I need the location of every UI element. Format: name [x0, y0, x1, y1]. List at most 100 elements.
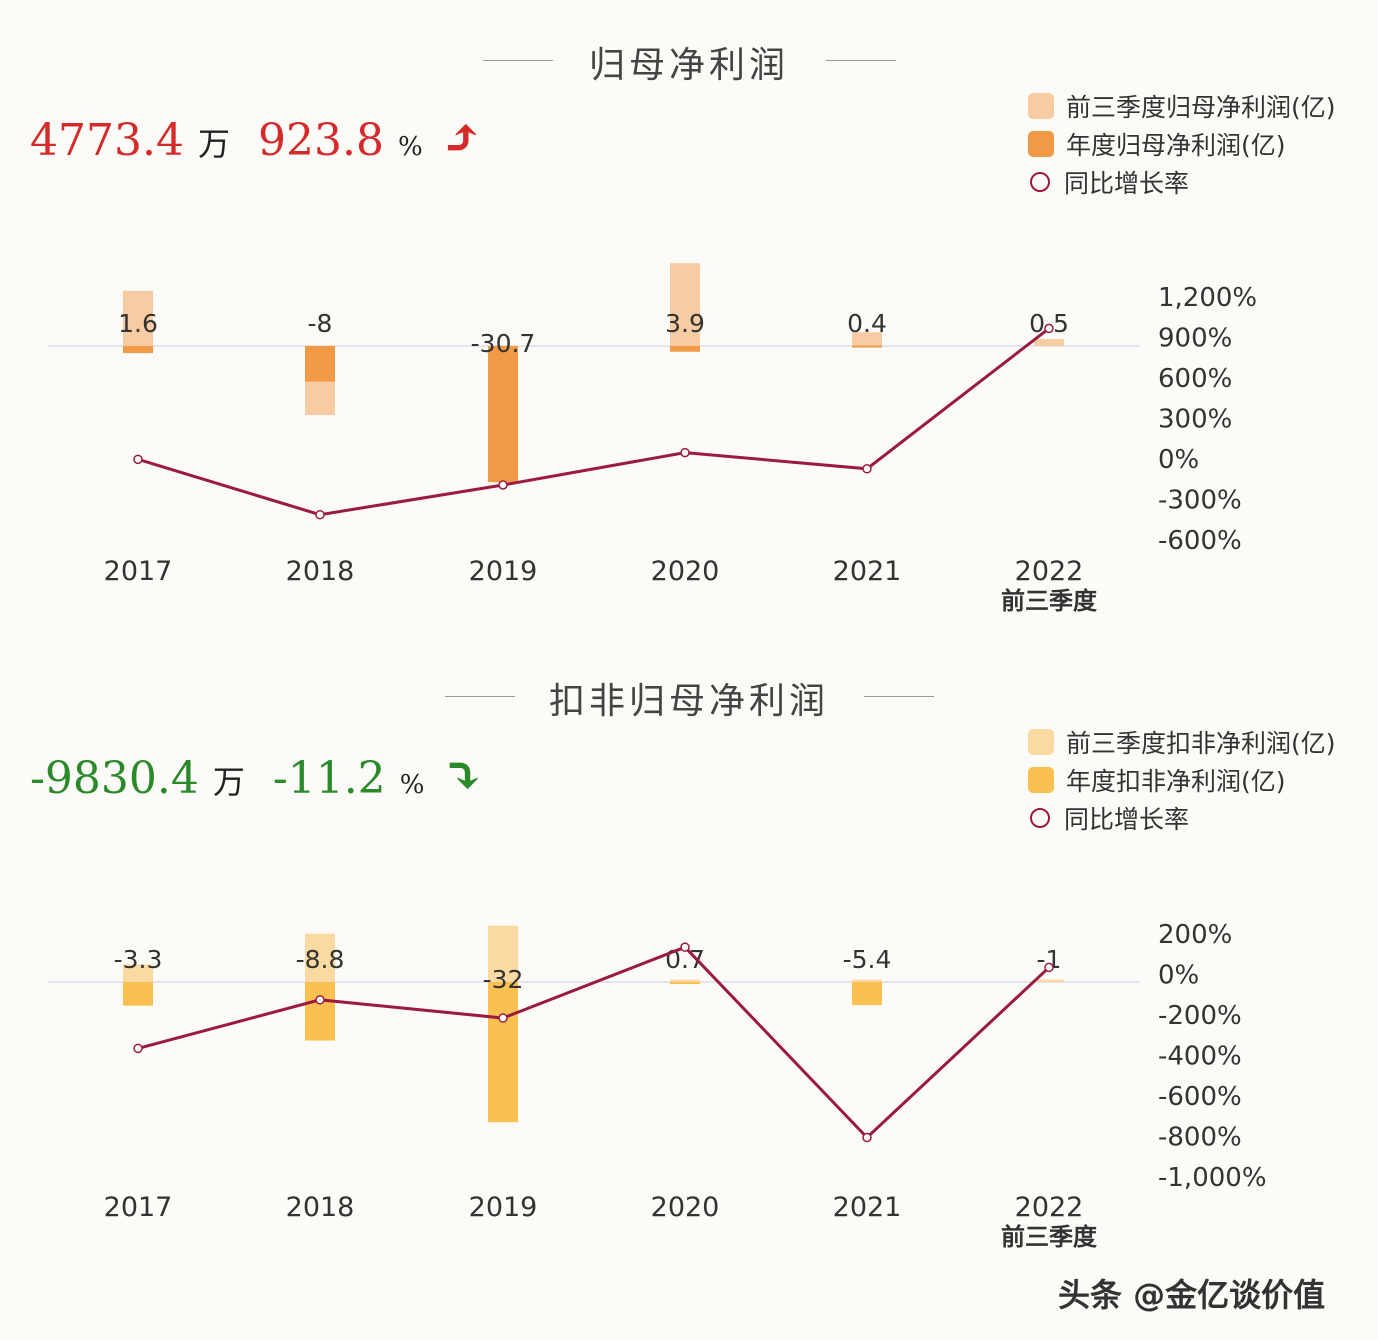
- x-tick-label: 2018: [286, 1192, 355, 1223]
- legend-label: 年度扣非净利润(亿): [1066, 767, 1286, 796]
- arrow-down-icon: ⤵: [442, 746, 485, 805]
- x-tick-label: 2017: [104, 556, 173, 587]
- kpi-unit: 万: [212, 763, 245, 801]
- kpi-value: 4773.4: [30, 115, 184, 166]
- kpi-value: -9830.4: [30, 753, 199, 804]
- x-tick-label: 2019: [469, 1192, 538, 1223]
- bar-annual: [488, 346, 518, 483]
- watermark: 头条 @金亿谈价值: [1058, 1276, 1326, 1314]
- yoy-point: [1044, 962, 1054, 973]
- bar-q3: [488, 925, 518, 982]
- bar-q3: [123, 290, 153, 346]
- data-label: 0.4: [847, 309, 887, 338]
- bar-q3: [670, 979, 700, 982]
- bar-annual: [123, 346, 153, 354]
- bar-q3: [1034, 339, 1064, 346]
- kpi-summary: -9830.4 万 -11.2% ⤵: [30, 746, 484, 805]
- yoy-point: [862, 464, 872, 474]
- y2-tick-label: -300%: [1158, 486, 1242, 516]
- y2-tick-label: 1,200%: [1158, 283, 1257, 313]
- legend-item-annual: 年度扣非净利润(亿): [1028, 761, 1336, 799]
- yoy-point: [862, 1132, 872, 1143]
- legend-swatch: [1028, 729, 1054, 755]
- legend-item-yoy: 同比增长率: [1028, 163, 1336, 201]
- y2-tick-label: -600%: [1158, 1082, 1242, 1112]
- x-tick-sublabel: 前三季度: [1001, 1223, 1098, 1251]
- y2-tick-label: 900%: [1158, 324, 1232, 354]
- title-line-right: [826, 60, 896, 61]
- bar-annual: [305, 982, 335, 1041]
- y2-tick-label: -800%: [1158, 1123, 1242, 1153]
- kpi-change: -11.2: [272, 753, 386, 804]
- data-label: -8.8: [296, 945, 345, 974]
- legend-swatch: [1028, 93, 1054, 119]
- arrow-up-icon: ⤴: [440, 108, 483, 167]
- bar-annual: [852, 982, 882, 1006]
- yoy-point: [680, 942, 690, 952]
- yoy-point: [498, 480, 508, 490]
- chart-title: 归母净利润: [588, 45, 789, 86]
- panel-deducted-net-profit: 扣非归母净利润 -9830.4 万 -11.2% ⤵ 前三季度扣非净利润(亿) 年度扣…: [0, 640, 1378, 1280]
- legend-label: 年度归母净利润(亿): [1066, 131, 1286, 160]
- bar-annual: [670, 346, 700, 352]
- legend-item-q3: 前三季度归母净利润(亿): [1028, 87, 1336, 125]
- yoy-point: [315, 509, 325, 520]
- data-label: -30.7: [471, 329, 536, 358]
- data-label: -3.3: [114, 945, 163, 974]
- bar-q3: [852, 979, 882, 982]
- yoy-point: [680, 447, 690, 458]
- legend-label: 同比增长率: [1064, 805, 1190, 834]
- x-tick-label: 2018: [286, 556, 355, 587]
- yoy-line: [137, 945, 1051, 1140]
- bar-annual: [852, 345, 882, 348]
- kpi-summary: 4773.4 万 923.8% ⤴: [30, 108, 483, 167]
- x-tick-label: 2017: [104, 1192, 173, 1223]
- legend-item-annual: 年度归母净利润(亿): [1028, 125, 1336, 163]
- x-tick-label: 2021: [833, 556, 902, 587]
- yoy-point: [133, 1043, 143, 1054]
- y2-tick-label: -1,000%: [1158, 1163, 1267, 1193]
- x-tick-label: 2019: [469, 556, 538, 587]
- y2-tick-label: 200%: [1158, 920, 1232, 950]
- data-label: -8: [308, 309, 333, 338]
- data-label: -5.4: [843, 945, 892, 974]
- y2-tick-label: -600%: [1158, 526, 1242, 556]
- title-line-right: [864, 696, 934, 697]
- x-tick-label: 2020: [651, 1192, 720, 1223]
- y2-tick-label: 600%: [1158, 364, 1232, 394]
- bar-annual: [305, 346, 335, 382]
- legend-swatch: [1028, 131, 1054, 157]
- legend: 前三季度归母净利润(亿) 年度归母净利润(亿) 同比增长率: [1028, 87, 1336, 201]
- bar-q3: [670, 263, 700, 346]
- chart-svg: 1,200% 900% 600% 300% 0% -300% -600% 1.6 2017 -8 2…: [48, 263, 1257, 615]
- bar-q3: [305, 933, 335, 982]
- title-line-left: [445, 696, 515, 697]
- data-label: 1.6: [118, 309, 158, 338]
- kpi-change: 923.8: [257, 115, 384, 166]
- x-tick-label: 2022: [1015, 556, 1084, 587]
- data-label: -32: [483, 965, 524, 994]
- yoy-line: [137, 327, 1050, 517]
- legend-swatch: [1028, 767, 1054, 793]
- kpi-pct-sign: %: [397, 132, 423, 162]
- y2-tick-label: -400%: [1158, 1042, 1242, 1072]
- kpi-pct-sign: %: [399, 770, 425, 800]
- data-label: 0.5: [1029, 309, 1069, 338]
- x-tick-label: 2021: [833, 1192, 902, 1223]
- data-label: 3.9: [665, 309, 705, 338]
- bar-annual: [488, 982, 518, 1123]
- kpi-unit: 万: [197, 125, 230, 163]
- circle-marker-icon: [1030, 172, 1050, 192]
- x-tick-sublabel: 前三季度: [1001, 587, 1098, 615]
- legend-label: 同比增长率: [1064, 169, 1190, 198]
- yoy-point: [1044, 323, 1054, 334]
- bar-q3: [123, 964, 153, 982]
- y2-tick-label: 300%: [1158, 405, 1232, 435]
- yoy-point: [498, 1013, 508, 1023]
- title-line-left: [483, 60, 553, 61]
- y2-tick-label: 0%: [1158, 445, 1199, 475]
- panel-net-profit: 归母净利润 4773.4 万 923.8% ⤴ 前三季度归母净利润(亿) 年度归母净利…: [0, 0, 1378, 640]
- bar-q3: [852, 332, 882, 346]
- chart-title: 扣非归母净利润: [548, 681, 829, 722]
- legend-item-q3: 前三季度扣非净利润(亿): [1028, 723, 1336, 761]
